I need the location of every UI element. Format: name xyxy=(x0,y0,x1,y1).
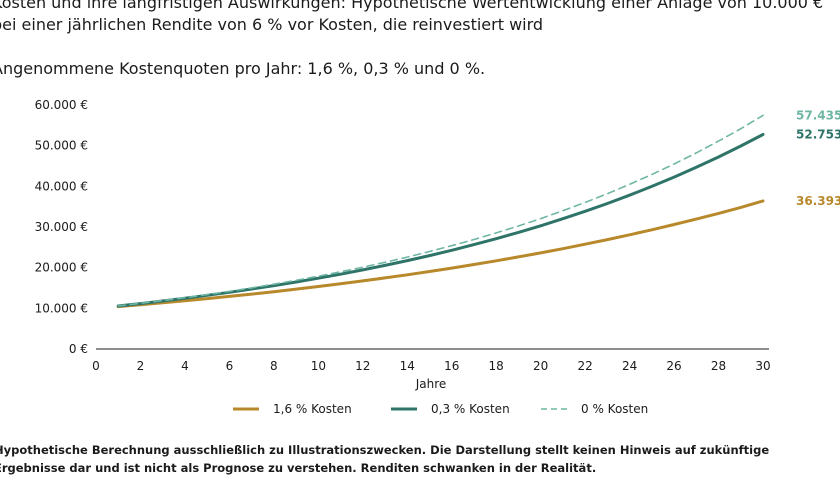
x-tick-label: 30 xyxy=(755,359,770,373)
x-tick-label: 10 xyxy=(311,359,326,373)
x-axis-label: Jahre xyxy=(415,377,447,391)
series-end-label: 36.393 € xyxy=(796,194,840,208)
x-tick-label: 20 xyxy=(533,359,548,373)
y-tick-label: 60.000 € xyxy=(35,98,88,112)
x-tick-label: 22 xyxy=(577,359,592,373)
legend-label: 0 % Kosten xyxy=(581,402,648,416)
y-tick-label: 20.000 € xyxy=(35,261,88,275)
x-tick-label: 16 xyxy=(444,359,459,373)
x-tick-label: 2 xyxy=(137,359,145,373)
series-line-3 xyxy=(117,114,764,307)
x-tick-label: 28 xyxy=(711,359,726,373)
x-tick-label: 0 xyxy=(92,359,100,373)
x-tick-label: 6 xyxy=(226,359,234,373)
x-tick-label: 26 xyxy=(666,359,681,373)
x-tick-label: 4 xyxy=(181,359,189,373)
y-tick-label: 0 € xyxy=(69,342,88,356)
series-end-label: 57.435 € xyxy=(796,108,840,122)
line-chart: 0 € 10.000 € 20.000 € 30.000 € 40.000 € 50.00… xyxy=(35,98,840,416)
y-tick-label: 10.000 € xyxy=(35,301,88,315)
disclaimer-footnote: Hypothetische Berechnung ausschließlich … xyxy=(0,443,770,475)
legend-label: 1,6 % Kosten xyxy=(273,402,352,416)
x-tick-label: 14 xyxy=(400,359,415,373)
x-tick-label: 24 xyxy=(622,359,637,373)
y-tick-label: 50.000 € xyxy=(35,139,88,153)
chart-title: Kosten und ihre langfristigen Auswirkung… xyxy=(0,0,824,34)
x-tick-label: 12 xyxy=(355,359,370,373)
y-tick-label: 40.000 € xyxy=(35,179,88,193)
chart-subtitle: Angenommene Kostenquoten pro Jahr: 1,6 %… xyxy=(0,59,486,78)
series-end-label: 52.753 € xyxy=(796,127,840,141)
y-tick-label: 30.000 € xyxy=(35,220,88,234)
series-line-2 xyxy=(116,133,765,308)
x-tick-label: 18 xyxy=(489,359,504,373)
legend-label: 0,3 % Kosten xyxy=(431,402,510,416)
series-line-1 xyxy=(116,199,765,309)
x-tick-label: 8 xyxy=(270,359,278,373)
